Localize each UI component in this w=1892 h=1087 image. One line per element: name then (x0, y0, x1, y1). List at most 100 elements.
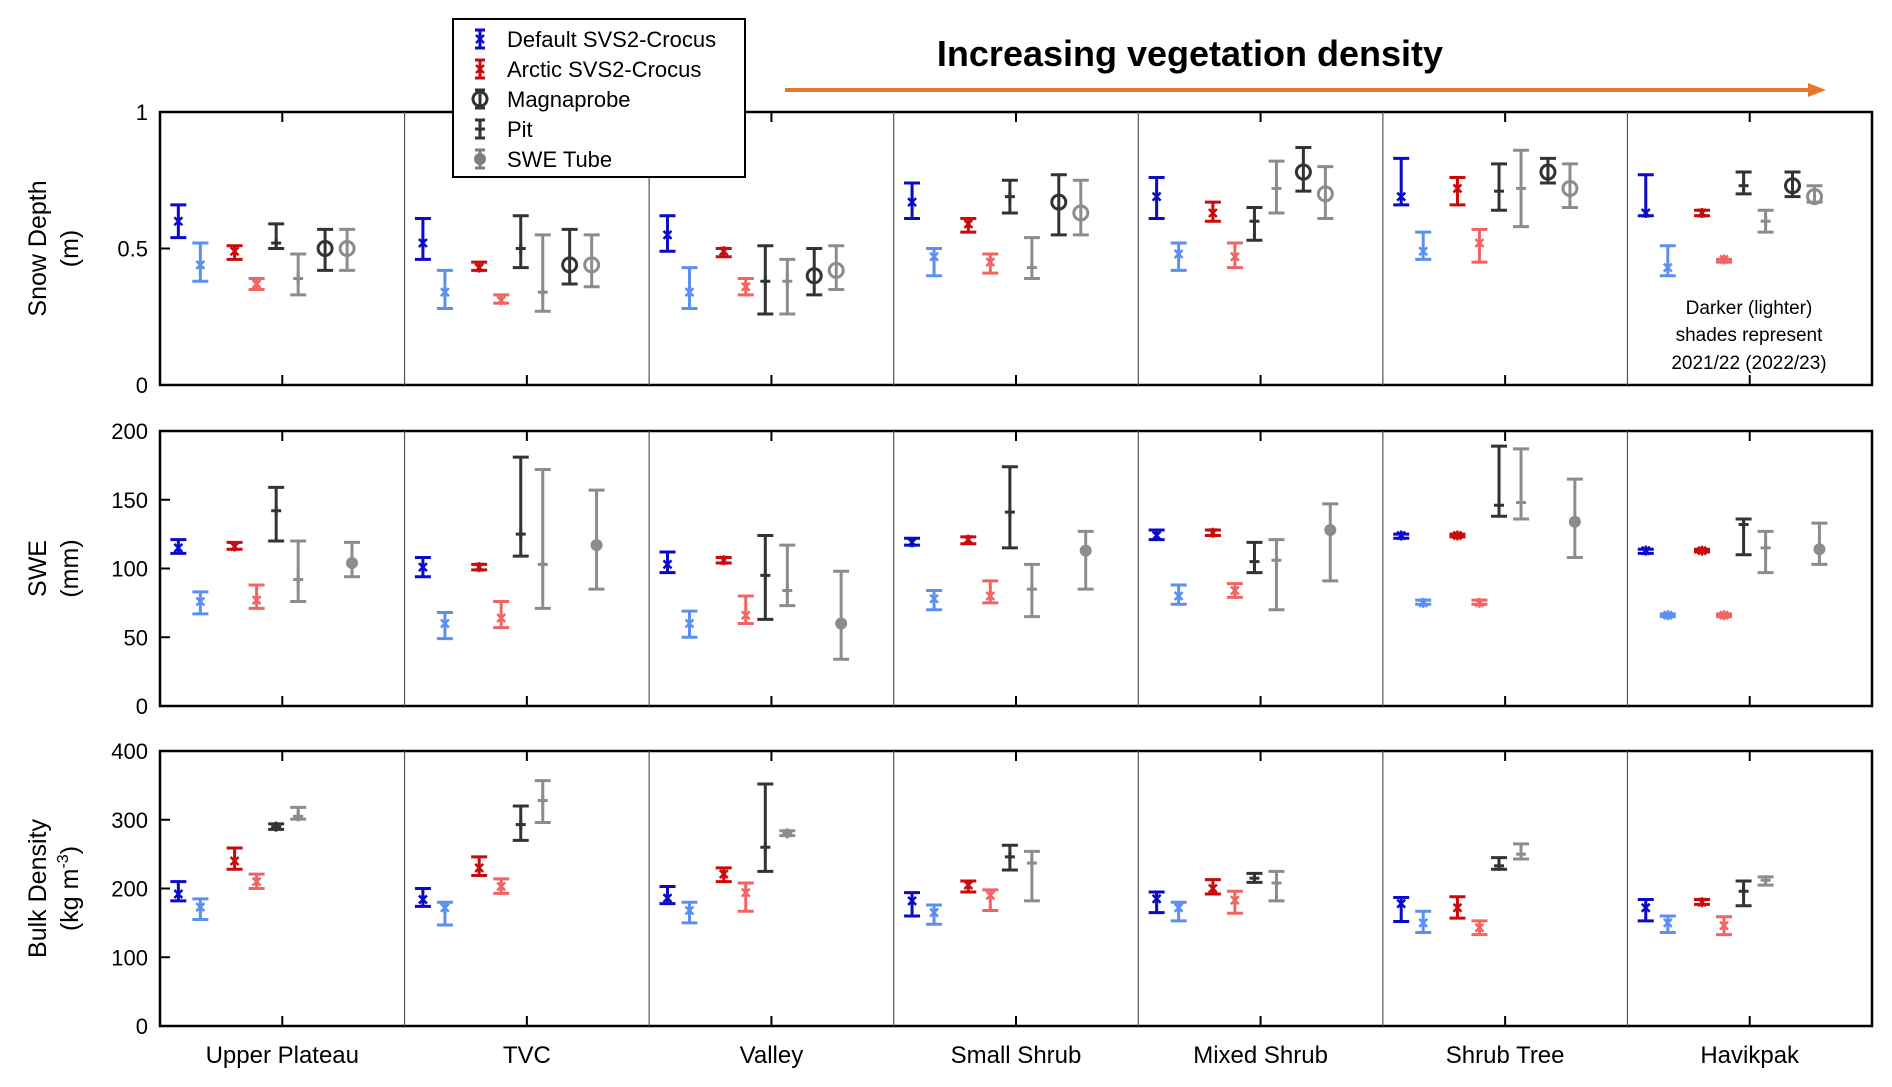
series-magnaprobe-2021-22 (316, 145, 1802, 297)
data-point (662, 559, 673, 570)
data-point (1173, 248, 1184, 259)
data-point (1271, 183, 1282, 194)
data-point (1079, 544, 1092, 557)
series-magnaprobe-2022-23 (338, 162, 1824, 291)
data-point (1004, 191, 1015, 202)
data-point (1662, 917, 1673, 928)
series-arctic-svs2-crocus-2022-23 (248, 579, 1733, 630)
data-point (195, 596, 206, 607)
y-tick-label: 100 (111, 945, 148, 970)
data-point (1516, 497, 1527, 508)
data-point (782, 585, 793, 596)
data-point (1719, 920, 1729, 931)
legend-marker (471, 90, 489, 108)
data-point (1494, 186, 1505, 197)
data-point (835, 617, 848, 630)
data-point (1719, 254, 1729, 265)
data-point (474, 262, 485, 273)
data-point (1072, 204, 1090, 222)
data-point (1452, 902, 1463, 913)
series-default-svs2-crocus-2022-23 (192, 583, 1676, 641)
data-point (907, 197, 917, 208)
data-point (1539, 163, 1557, 181)
data-point (1294, 163, 1312, 181)
data-point (1004, 507, 1015, 518)
data-point (1230, 585, 1240, 596)
data-point (251, 595, 262, 606)
data-point (907, 537, 917, 548)
data-point (963, 534, 974, 545)
data-point (1230, 251, 1240, 262)
data-point (1249, 216, 1260, 227)
series-default-svs2-crocus-2021-22 (170, 528, 1654, 579)
data-point (474, 562, 485, 573)
header: Increasing vegetation density (785, 33, 1826, 97)
category-label: Havikpak (1700, 1042, 1800, 1069)
data-point (537, 559, 548, 570)
data-point (1207, 208, 1218, 219)
data-point (684, 287, 695, 298)
data-point (718, 869, 729, 880)
y-tick-label: 0 (136, 373, 148, 398)
data-point (229, 856, 240, 866)
data-point (1026, 584, 1037, 595)
series-pit-2022-23 (290, 779, 1774, 903)
data-point (345, 557, 358, 569)
y-axis-label-line: Bulk Density (24, 819, 52, 958)
data-point (760, 842, 771, 853)
data-point (1784, 177, 1802, 195)
data-point (1207, 527, 1218, 538)
data-point (1396, 898, 1407, 909)
data-point (684, 618, 695, 629)
note-line-2: shades represent (1676, 325, 1824, 346)
data-point (418, 894, 428, 905)
data-point (1050, 193, 1068, 211)
series-arctic-svs2-crocus-2022-23 (248, 227, 1733, 306)
data-point (1561, 179, 1579, 197)
data-point (1396, 191, 1407, 202)
category-label: Valley (740, 1042, 804, 1069)
legend-label: SWE Tube (507, 147, 612, 172)
data-point (561, 256, 579, 274)
category-label: TVC (503, 1042, 551, 1069)
plot-frame (158, 110, 1874, 387)
panel-snow_depth: 0 0.5 1 Snow Depth (m) (24, 100, 1874, 398)
data-point (173, 542, 184, 553)
data-point (1738, 519, 1749, 530)
series-pit-2022-23 (290, 148, 1774, 316)
data-point (1324, 524, 1337, 536)
data-point (440, 618, 450, 629)
data-point (662, 229, 673, 240)
panel-bulk_density: 0 100 200 300 400 Bulk Density (kg m-3) (24, 739, 1874, 1039)
data-point (740, 281, 751, 292)
category-label: Upper Plateau (206, 1042, 359, 1069)
series-default-svs2-crocus-2021-22 (170, 156, 1654, 261)
data-point (496, 613, 507, 623)
data-point (963, 218, 974, 229)
note-line-1: Darker (lighter) (1686, 298, 1813, 319)
panel-swe: 0 50 100 150 200 SWE (mm) (24, 419, 1874, 719)
legend-item-arctic-svs2-crocus: Arctic SVS2-Crocus (475, 57, 701, 82)
data-point (583, 256, 601, 274)
data-point (907, 895, 917, 906)
data-point (418, 238, 428, 249)
series-arctic-svs2-crocus-2021-22 (226, 176, 1711, 273)
data-point (293, 811, 304, 822)
data-point (1173, 902, 1184, 913)
legend-label: Default SVS2-Crocus (507, 27, 716, 52)
data-point (1396, 530, 1407, 541)
data-point (740, 887, 751, 898)
data-point (515, 819, 526, 830)
data-point (1207, 883, 1218, 894)
y-tick-label: 150 (111, 488, 148, 513)
y-tick-label: 1 (136, 100, 148, 125)
series-pit-2021-22 (268, 444, 1752, 621)
data-point (985, 890, 996, 901)
legend-item-pit: Pit (475, 117, 533, 142)
data-point (985, 591, 996, 601)
data-point (1418, 917, 1429, 928)
legend-box (452, 18, 746, 178)
legend-label: Pit (507, 117, 533, 142)
data-point (271, 821, 282, 832)
data-point (1568, 515, 1581, 528)
